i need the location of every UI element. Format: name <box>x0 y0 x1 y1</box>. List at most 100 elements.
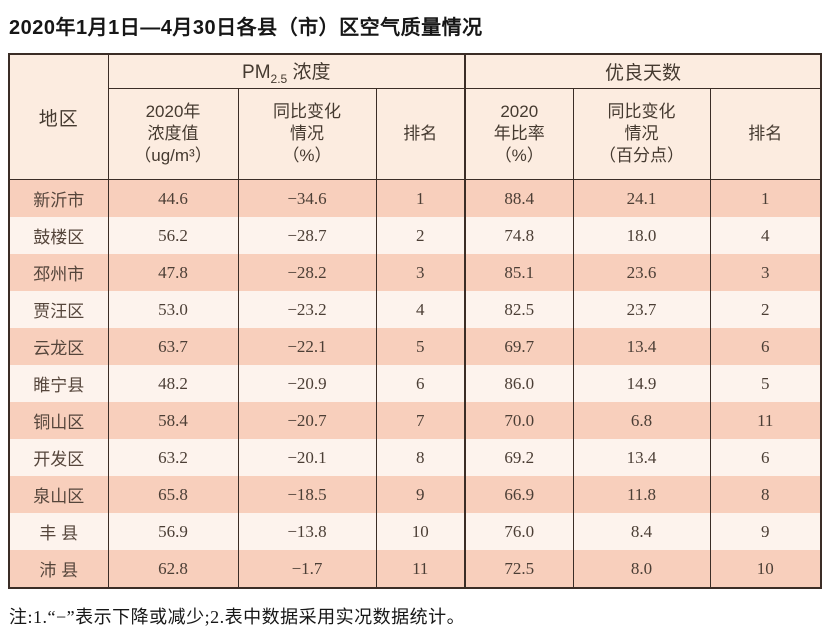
pm-value-cell: 44.6 <box>107 179 239 217</box>
rate-value-cell: 74.8 <box>464 217 574 254</box>
rate-value-cell: 72.5 <box>464 550 574 588</box>
pm-change-cell: −20.7 <box>237 402 377 439</box>
pm-change-cell: −1.7 <box>237 550 377 588</box>
header-pm-value: 2020年 浓度值 （ug/m³） <box>107 88 239 180</box>
header-region: 地区 <box>8 54 109 180</box>
pm-rank-cell: 4 <box>375 291 466 328</box>
header-pm-change: 同比变化 情况 （%） <box>237 88 377 180</box>
rate-rank-cell: 9 <box>709 513 822 550</box>
rate-value-cell: 69.2 <box>464 439 574 476</box>
table-row: 云龙区 63.7 −22.1 5 69.7 13.4 6 <box>8 328 822 365</box>
pm-change-cell: −18.5 <box>237 476 377 513</box>
rate-value-cell: 86.0 <box>464 365 574 402</box>
region-cell: 丰 县 <box>8 513 109 550</box>
pm-change-cell: −28.7 <box>237 217 377 254</box>
table-row: 沛 县 62.8 −1.7 11 72.5 8.0 10 <box>8 550 822 588</box>
rate-rank-cell: 1 <box>709 179 822 217</box>
pm-value-cell: 63.2 <box>107 439 239 476</box>
pm-value-cell: 58.4 <box>107 402 239 439</box>
pm25-subscript: 2.5 <box>270 71 288 86</box>
rate-value-cell: 66.9 <box>464 476 574 513</box>
rate-value-cell: 69.7 <box>464 328 574 365</box>
region-cell: 沛 县 <box>8 550 109 588</box>
rate-change-cell: 8.4 <box>572 513 711 550</box>
pm-value-cell: 65.8 <box>107 476 239 513</box>
pm-value-cell: 63.7 <box>107 328 239 365</box>
rate-value-cell: 70.0 <box>464 402 574 439</box>
rate-rank-cell: 6 <box>709 439 822 476</box>
header-rate-value: 2020 年比率 （%） <box>464 88 574 180</box>
region-cell: 睢宁县 <box>8 365 109 402</box>
pm-change-cell: −20.1 <box>237 439 377 476</box>
pm-rank-cell: 7 <box>375 402 466 439</box>
air-quality-table: 地区 PM2.5 浓度 优良天数 2020年 浓度值 （ug/m³） 同比变化 … <box>8 53 822 589</box>
table-row: 铜山区 58.4 −20.7 7 70.0 6.8 11 <box>8 402 822 439</box>
rate-value-cell: 85.1 <box>464 254 574 291</box>
pm-rank-cell: 8 <box>375 439 466 476</box>
rate-rank-cell: 2 <box>709 291 822 328</box>
rate-rank-cell: 3 <box>709 254 822 291</box>
rate-change-cell: 14.9 <box>572 365 711 402</box>
rate-rank-cell: 11 <box>709 402 822 439</box>
pm-change-cell: −28.2 <box>237 254 377 291</box>
header-pm-rank: 排名 <box>375 88 466 180</box>
rate-value-cell: 76.0 <box>464 513 574 550</box>
pm-rank-cell: 3 <box>375 254 466 291</box>
footnote: 注:1.“−”表示下降或减少;2.表中数据采用实况数据统计。 <box>9 607 466 627</box>
rate-rank-cell: 5 <box>709 365 822 402</box>
region-cell: 邳州市 <box>8 254 109 291</box>
region-cell: 新沂市 <box>8 179 109 217</box>
pm-value-cell: 62.8 <box>107 550 239 588</box>
pm25-label-suffix: 浓度 <box>287 62 331 84</box>
pm-value-cell: 56.2 <box>107 217 239 254</box>
rate-rank-cell: 10 <box>709 550 822 588</box>
header-group-pm25: PM2.5 浓度 <box>107 54 466 89</box>
rate-change-cell: 23.6 <box>572 254 711 291</box>
region-cell: 贾汪区 <box>8 291 109 328</box>
pm-rank-cell: 2 <box>375 217 466 254</box>
rate-change-cell: 6.8 <box>572 402 711 439</box>
pm-change-cell: −34.6 <box>237 179 377 217</box>
region-cell: 云龙区 <box>8 328 109 365</box>
region-cell: 鼓楼区 <box>8 217 109 254</box>
table-row: 睢宁县 48.2 −20.9 6 86.0 14.9 5 <box>8 365 822 402</box>
rate-change-cell: 24.1 <box>572 179 711 217</box>
rate-change-cell: 13.4 <box>572 328 711 365</box>
table-row: 新沂市 44.6 −34.6 1 88.4 24.1 1 <box>8 179 822 217</box>
header-rate-rank: 排名 <box>709 88 822 180</box>
rate-change-cell: 18.0 <box>572 217 711 254</box>
table-row: 贾汪区 53.0 −23.2 4 82.5 23.7 2 <box>8 291 822 328</box>
pm-rank-cell: 5 <box>375 328 466 365</box>
table-row: 开发区 63.2 −20.1 8 69.2 13.4 6 <box>8 439 822 476</box>
rate-change-cell: 13.4 <box>572 439 711 476</box>
pm-change-cell: −23.2 <box>237 291 377 328</box>
table-header: 地区 PM2.5 浓度 优良天数 2020年 浓度值 （ug/m³） 同比变化 … <box>8 54 822 180</box>
rate-value-cell: 88.4 <box>464 179 574 217</box>
pm-change-cell: −22.1 <box>237 328 377 365</box>
pm-rank-cell: 1 <box>375 179 466 217</box>
pm-value-cell: 47.8 <box>107 254 239 291</box>
region-cell: 开发区 <box>8 439 109 476</box>
table-row: 丰 县 56.9 −13.8 10 76.0 8.4 9 <box>8 513 822 550</box>
header-rate-change: 同比变化 情况 （百分点） <box>572 88 711 180</box>
region-cell: 铜山区 <box>8 402 109 439</box>
rate-rank-cell: 8 <box>709 476 822 513</box>
table-row: 鼓楼区 56.2 −28.7 2 74.8 18.0 4 <box>8 217 822 254</box>
pm-rank-cell: 10 <box>375 513 466 550</box>
header-group-good-days: 优良天数 <box>464 54 822 89</box>
rate-rank-cell: 6 <box>709 328 822 365</box>
pm-rank-cell: 9 <box>375 476 466 513</box>
pm-rank-cell: 11 <box>375 550 466 588</box>
pm-value-cell: 56.9 <box>107 513 239 550</box>
page-title: 2020年1月1日—4月30日各县（市）区空气质量情况 <box>9 17 483 39</box>
pm-change-cell: −20.9 <box>237 365 377 402</box>
rate-rank-cell: 4 <box>709 217 822 254</box>
pm-rank-cell: 6 <box>375 365 466 402</box>
rate-value-cell: 82.5 <box>464 291 574 328</box>
rate-change-cell: 8.0 <box>572 550 711 588</box>
table-body: 新沂市 44.6 −34.6 1 88.4 24.1 1 鼓楼区 56.2 −28.7 2 74.8 1… <box>8 179 822 588</box>
pm-value-cell: 53.0 <box>107 291 239 328</box>
region-cell: 泉山区 <box>8 476 109 513</box>
rate-change-cell: 11.8 <box>572 476 711 513</box>
pm25-label: PM <box>242 62 271 84</box>
